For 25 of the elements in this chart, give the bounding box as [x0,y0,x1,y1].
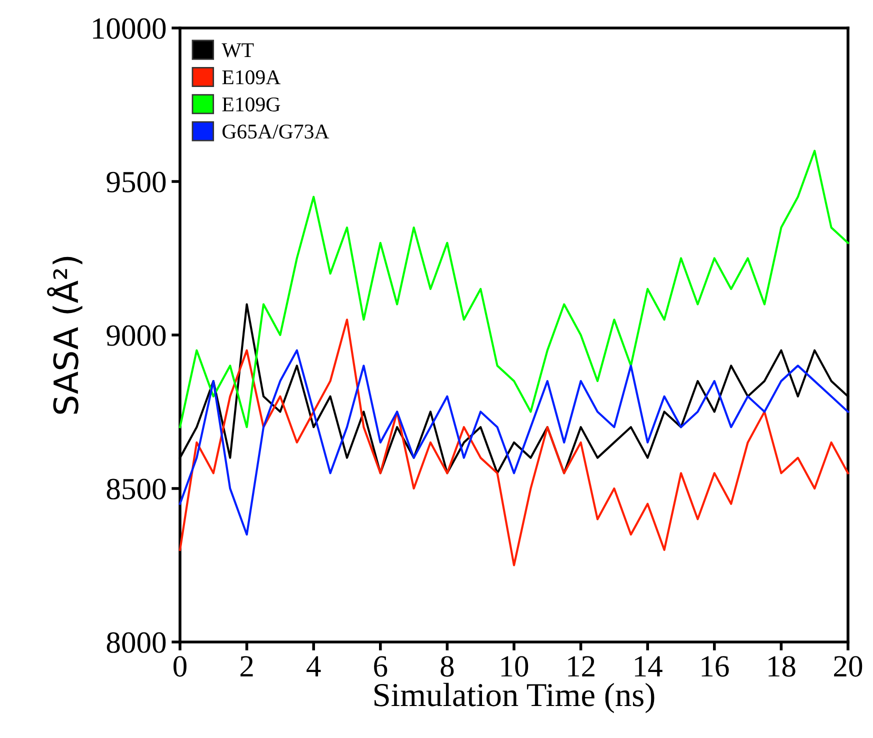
x-tick-label: 12 [568,656,594,676]
x-tick-label: 8 [440,656,454,677]
x-tick-label: 6 [374,656,388,677]
x-tick-label: 20 [834,656,862,677]
x-tick-label: 2 [240,656,253,676]
legend-label: G65A/G73A [222,124,330,139]
legend-label: E109G [222,97,280,112]
x-tick-label: 10 [501,656,528,677]
line-series [178,318,850,566]
x-tick-label: 18 [768,656,796,677]
x-tick-label: 0 [174,656,186,677]
x-tick-label: 16 [702,656,729,677]
y-axis-title: SASA (Å²) [46,256,82,414]
y-tick-label: 9500 [106,172,166,192]
y-tick-label: 8500 [106,478,166,500]
y-tick-label: 9000 [106,325,166,346]
x-axis-title: Simulation Time (ns) [374,682,654,714]
line-series [178,150,850,428]
x-tick-label: 4 [306,656,321,676]
legend-label: E109A [222,70,281,84]
line-series [178,349,850,536]
y-tick-label: 10000 [93,18,166,39]
legend-label: WT [222,43,254,58]
y-tick-label: 8000 [106,632,166,653]
x-tick-label: 14 [635,656,662,676]
